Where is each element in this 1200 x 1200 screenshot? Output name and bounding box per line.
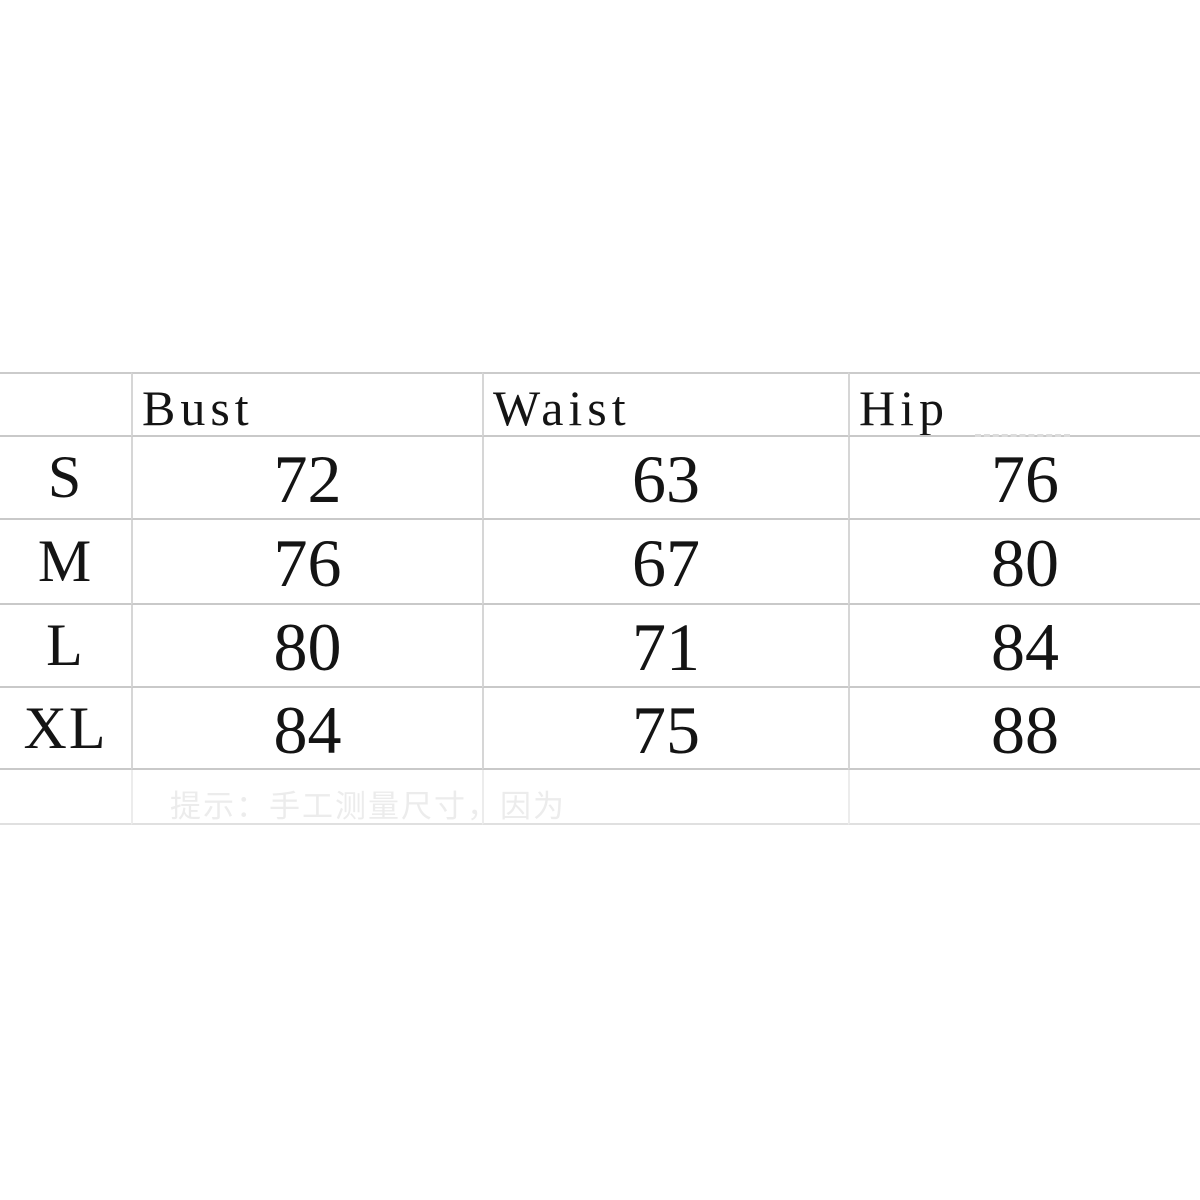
footer-cell-empty-2 bbox=[131, 770, 482, 825]
header-hip: Hip bbox=[848, 372, 1200, 437]
cell-s-waist: 63 bbox=[482, 437, 848, 520]
header-waist: Waist bbox=[482, 372, 848, 437]
cell-s-bust: 72 bbox=[131, 437, 482, 520]
header-corner-cell bbox=[0, 372, 131, 437]
cell-l-waist: 71 bbox=[482, 605, 848, 688]
watermark-dash-remnant bbox=[975, 430, 1070, 437]
cell-m-bust: 76 bbox=[131, 520, 482, 605]
size-chart-table: Bust Waist Hip S 72 63 76 M 76 67 80 L 8… bbox=[0, 372, 1200, 825]
cell-xl-hip: 88 bbox=[848, 688, 1200, 770]
row-label-xl: XL bbox=[0, 688, 131, 770]
footer-cell-empty-3 bbox=[482, 770, 848, 825]
row-label-m: M bbox=[0, 520, 131, 605]
watermark-note: 提示：手工测量尺寸，因为 bbox=[170, 789, 566, 824]
cell-m-waist: 67 bbox=[482, 520, 848, 605]
cell-l-bust: 80 bbox=[131, 605, 482, 688]
cell-xl-bust: 84 bbox=[131, 688, 482, 770]
footer-cell-empty-1 bbox=[0, 770, 131, 825]
cell-l-hip: 84 bbox=[848, 605, 1200, 688]
cell-s-hip: 76 bbox=[848, 437, 1200, 520]
row-label-l: L bbox=[0, 605, 131, 688]
row-label-s: S bbox=[0, 437, 131, 520]
cell-m-hip: 80 bbox=[848, 520, 1200, 605]
footer-cell-empty-4 bbox=[848, 770, 1200, 825]
cell-xl-waist: 75 bbox=[482, 688, 848, 770]
header-bust: Bust bbox=[131, 372, 482, 437]
